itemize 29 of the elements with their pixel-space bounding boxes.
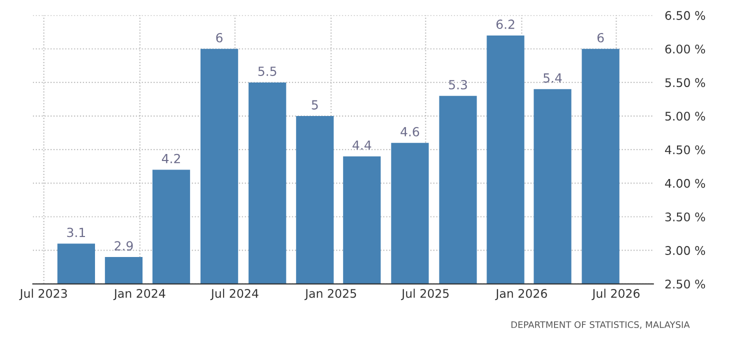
y-tick-label: 4.50 % bbox=[665, 145, 706, 154]
data-label: 3.1 bbox=[67, 228, 85, 238]
y-tick-label: 6.00 % bbox=[665, 44, 706, 54]
x-tick-label: Jan 2025 bbox=[304, 288, 356, 300]
y-tick-label: 5.00 % bbox=[665, 112, 706, 121]
data-label: 4.6 bbox=[400, 126, 420, 136]
data-label: 5.3 bbox=[449, 80, 467, 90]
x-tick-label: Jul 2025 bbox=[400, 288, 449, 300]
data-label: 5 bbox=[312, 100, 318, 110]
y-tick-label: 5.50 % bbox=[665, 78, 706, 88]
data-label: 4.4 bbox=[352, 140, 372, 150]
x-tick-label: Jan 2026 bbox=[495, 288, 547, 300]
text: DEPARTMENT OF STATISTICS, MALAYSIA bbox=[511, 321, 690, 329]
y-tick-label: 6.50 % bbox=[665, 11, 706, 20]
data-label: 6 bbox=[216, 32, 223, 42]
data-label: 4.2 bbox=[162, 154, 180, 164]
x-tick-label: Jul 2026 bbox=[592, 288, 640, 300]
y-tick-label: 4.00 % bbox=[665, 178, 706, 188]
y-tick-label: 2.50 % bbox=[665, 280, 706, 289]
y-tick-label: 3.50 % bbox=[665, 212, 706, 222]
data-label: 5.5 bbox=[258, 66, 276, 76]
x-tick-label: Jul 2023 bbox=[19, 288, 67, 300]
data-label: 5.4 bbox=[544, 73, 562, 83]
data-label: 6.2 bbox=[496, 20, 514, 29]
data-label: 2.9 bbox=[114, 241, 133, 251]
y-tick-label: 3.00 % bbox=[665, 246, 706, 255]
x-tick-label: Jan 2024 bbox=[113, 288, 166, 300]
data-label: 6 bbox=[597, 32, 604, 42]
x-tick-label: Jul 2024 bbox=[210, 288, 258, 300]
